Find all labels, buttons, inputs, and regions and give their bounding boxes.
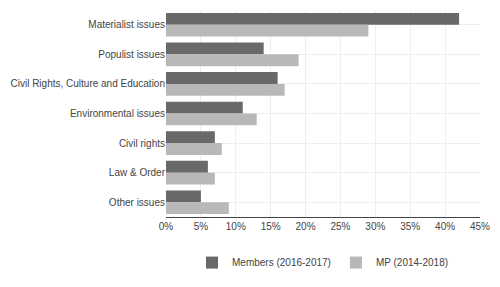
svg-text:40%: 40%: [435, 221, 455, 232]
svg-text:Populist issues: Populist issues: [98, 49, 165, 60]
svg-text:Members (2016-2017): Members (2016-2017): [232, 257, 331, 268]
svg-text:15%: 15%: [261, 221, 281, 232]
svg-text:30%: 30%: [365, 221, 385, 232]
svg-text:Civil Rights, Culture and Educ: Civil Rights, Culture and Education: [10, 78, 165, 89]
svg-text:0%: 0%: [159, 221, 174, 232]
svg-text:20%: 20%: [296, 221, 316, 232]
svg-text:35%: 35%: [400, 221, 420, 232]
svg-text:45%: 45%: [470, 221, 490, 232]
svg-text:Civil rights: Civil rights: [119, 138, 165, 149]
svg-text:10%: 10%: [226, 221, 246, 232]
svg-text:Other issues: Other issues: [109, 197, 165, 208]
svg-text:5%: 5%: [194, 221, 209, 232]
svg-text:Materialist issues: Materialist issues: [88, 19, 165, 30]
svg-text:25%: 25%: [330, 221, 350, 232]
svg-text:Law & Order: Law & Order: [109, 167, 166, 178]
svg-text:MP (2014-2018): MP (2014-2018): [376, 257, 448, 268]
svg-text:Environmental issues: Environmental issues: [70, 108, 165, 119]
